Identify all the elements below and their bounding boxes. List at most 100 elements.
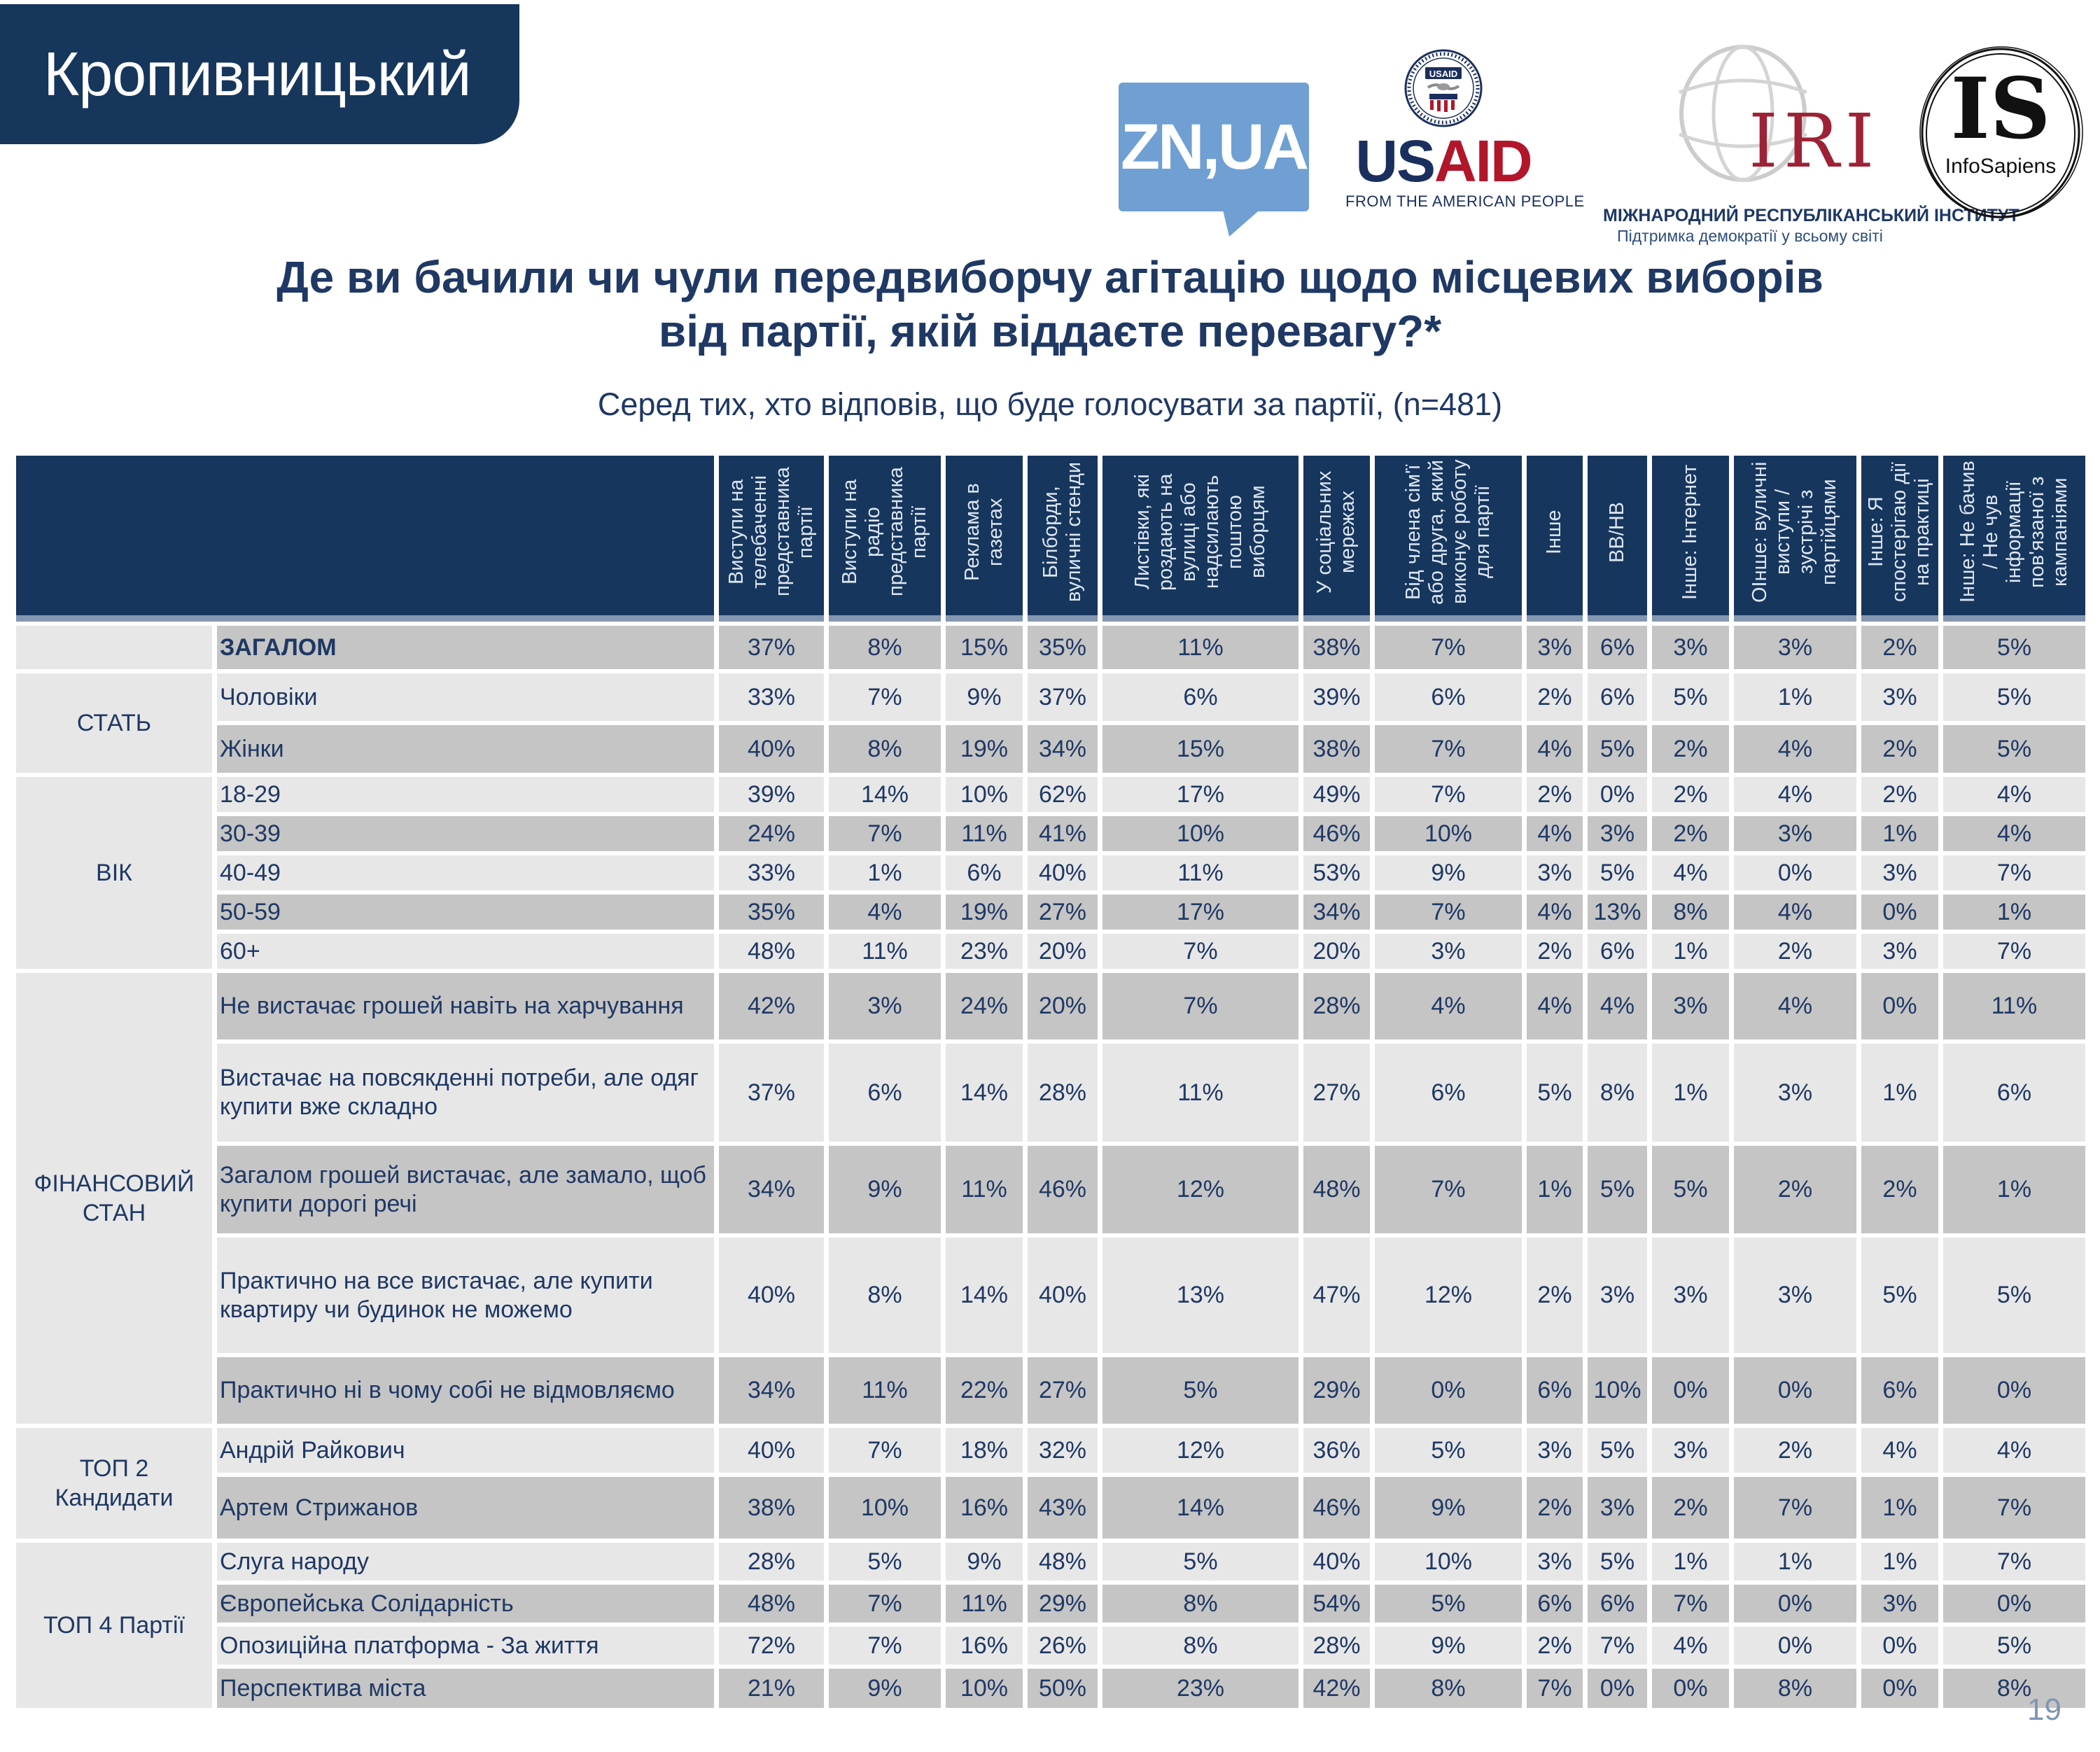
value-cell: 39% [719,777,824,812]
value-cell: 7% [1652,1585,1729,1623]
value-cell: 7% [1588,1627,1647,1665]
value-cell: 10% [1588,1357,1647,1424]
usaid-logo: USAID USAID FROM THE AMERICAN PEOPLE [1345,49,1585,211]
header-label: Від члена сім'ї або друга, який виконує … [1401,459,1494,605]
value-cell: 10% [946,1669,1023,1708]
value-cell: 33% [719,673,824,721]
value-cell: 7% [1375,626,1522,669]
value-cell: 11% [946,1146,1023,1233]
value-cell: 37% [719,1044,824,1142]
header-cell-1: Виступи на радіо представника партії [829,456,941,622]
value-cell: 19% [946,725,1023,773]
value-cell: 12% [1102,1146,1298,1233]
value-cell: 4% [1734,895,1856,930]
table-row: Вистачає на повсякденні потреби, але одя… [16,1044,2085,1142]
table-row: 40-49 33% 1% 6% 40% 11% 53% 9% 3% 5% 4% 0% 3% 7% [16,855,2085,890]
value-cell: 34% [719,1146,824,1233]
usaid-tagline: FROM THE AMERICAN PEOPLE [1345,192,1585,210]
value-cell: 5% [1943,626,2085,669]
table-header: Виступи на телебаченні представника парт… [16,456,2085,622]
value-cell: 3% [1734,816,1856,851]
value-cell: 2% [1527,1477,1583,1539]
header-cell-10: ОІнше: вуличні виступи / зустрічі з парт… [1734,456,1856,622]
value-cell: 11% [1102,1044,1298,1142]
value-cell: 23% [1102,1669,1298,1708]
value-cell: 8% [829,725,941,773]
value-cell: 4% [829,895,941,930]
value-cell: 4% [1375,973,1522,1039]
value-cell: 3% [1375,934,1522,969]
value-cell: 6% [1943,1044,2085,1142]
value-cell: 5% [1375,1585,1522,1623]
value-cell: 11% [1102,626,1298,669]
header-label: Інше: Не бачив / Не чув інформації пов'я… [1956,461,2072,603]
value-cell: 7% [1102,973,1298,1039]
value-cell: 4% [1734,777,1856,812]
value-cell: 4% [1527,816,1583,851]
row-label-cell: Чоловіки [217,673,714,721]
page-title-line2: від партії, якій віддаєте перевагу?* [658,305,1442,356]
value-cell: 3% [1734,1044,1856,1142]
header-label: Листівки, які роздають на вулиці або над… [1130,473,1270,591]
value-cell: 0% [1652,1357,1729,1424]
value-cell: 33% [719,855,824,890]
value-cell: 7% [1943,1543,2085,1581]
svg-text:USAID: USAID [1429,69,1457,79]
value-cell: 40% [1028,855,1098,890]
value-cell: 7% [1102,934,1298,969]
value-cell: 50% [1028,1669,1098,1708]
value-cell: 11% [1943,973,2085,1039]
page-subtitle: Серед тих, хто відповів, що буде голосув… [597,386,1503,422]
value-cell: 28% [1303,1627,1370,1665]
row-label-cell: Загалом грошей вистачає, але замало, щоб… [217,1146,714,1233]
value-cell: 4% [1588,973,1647,1039]
header-cell-0: Виступи на телебаченні представника парт… [719,456,824,622]
value-cell: 14% [946,1044,1023,1142]
value-cell: 3% [1588,1238,1647,1353]
value-cell: 48% [1028,1543,1098,1581]
value-cell: 41% [1028,816,1098,851]
iri-name: МІЖНАРОДНИЙ РЕСПУБЛІКАНСЬКИЙ ІНСТИТУТ [1603,206,2019,225]
table-row: Практично ні в чому собі не відмовляємо 3… [16,1357,2085,1424]
value-cell: 24% [946,973,1023,1039]
value-cell: 9% [1375,1477,1522,1539]
value-cell: 0% [1943,1357,2085,1424]
value-cell: 0% [1652,1669,1729,1708]
value-cell: 0% [1861,895,1938,930]
value-cell: 19% [946,895,1023,930]
table-row: Опозиційна платформа - За життя 72% 7% 16% 2… [16,1627,2085,1665]
value-cell: 7% [829,1585,941,1623]
row-label-cell: 30-39 [217,816,714,851]
value-cell: 4% [1652,1627,1729,1665]
infosapiens-logo: IS InfoSapiens [1910,43,2092,225]
value-cell: 9% [829,1669,941,1708]
value-cell: 7% [1734,1477,1856,1539]
value-cell: 8% [1734,1669,1856,1708]
value-cell: 3% [1652,973,1729,1039]
header-label: ОІнше: вуличні виступи / зустрічі з парт… [1749,461,1841,603]
value-cell: 29% [1028,1585,1098,1623]
value-cell: 6% [1588,934,1647,969]
value-cell: 28% [1303,973,1370,1039]
value-cell: 6% [1375,1044,1522,1142]
value-cell: 7% [829,816,941,851]
value-cell: 1% [1652,1543,1729,1581]
value-cell: 14% [946,1238,1023,1353]
value-cell: 13% [1588,895,1647,930]
value-cell: 4% [1943,816,2085,851]
value-cell: 7% [1375,1146,1522,1233]
value-cell: 5% [1943,725,2085,773]
row-label-cell: Перспектива міста [217,1669,714,1708]
header-label: Реклама в газетах [960,483,1007,581]
znua-logo: ZN,UA [1119,83,1309,237]
row-label-cell: 18-29 [217,777,714,812]
value-cell: 13% [1102,1238,1298,1353]
value-cell: 3% [1588,816,1647,851]
value-cell: 3% [1861,855,1938,890]
value-cell: 10% [1375,816,1522,851]
value-cell: 40% [719,1238,824,1353]
value-cell: 3% [1734,626,1856,669]
group-cell: ВІК [16,777,212,969]
value-cell: 42% [719,973,824,1039]
